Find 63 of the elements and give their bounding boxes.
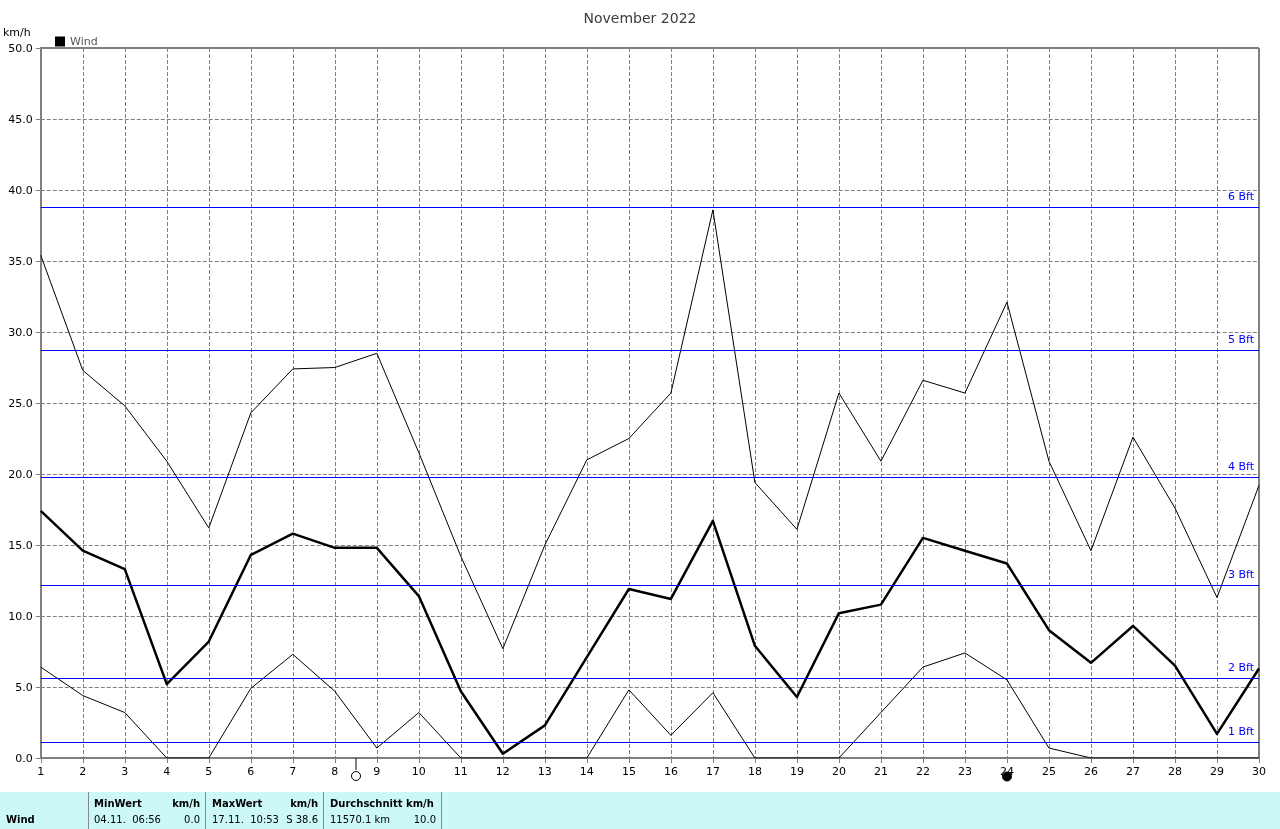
line-series xyxy=(39,509,1261,755)
x-tick-label: 11 xyxy=(453,765,468,778)
ref-line-label: 5 Bft xyxy=(1227,333,1255,347)
x-tick-label: 10 xyxy=(411,765,426,778)
x-tick-label: 25 xyxy=(1041,765,1056,778)
x-tick-label: 21 xyxy=(873,765,888,778)
x-tick-label: 2 xyxy=(79,765,87,778)
x-tick-label: 13 xyxy=(537,765,552,778)
text: Wind xyxy=(6,814,35,825)
text: 11570.1 km xyxy=(330,814,391,825)
x-tick-label: 30 xyxy=(1252,765,1266,778)
y-tick-label: 45.0 xyxy=(8,112,33,126)
x-tick-label: 1 xyxy=(37,765,45,778)
text: 0.0 xyxy=(184,814,200,825)
ref-line-label: 6 Bft xyxy=(1227,190,1255,204)
x-tick-label: 3 xyxy=(121,765,129,778)
x-tick-label: 29 xyxy=(1209,765,1224,778)
ref-line-label: 4 Bft xyxy=(1227,459,1255,473)
ref-line-label: 1 Bft xyxy=(1227,725,1255,739)
x-tick-label: 23 xyxy=(957,765,972,778)
x-tick-label: 20 xyxy=(831,765,846,778)
y-tick-label: 35.0 xyxy=(8,254,33,268)
text: S 38.6 xyxy=(286,814,318,825)
ref-line-label: 3 Bft xyxy=(1227,567,1255,581)
chart-title: November 2022 xyxy=(583,10,697,26)
line-series xyxy=(40,209,1260,650)
x-tick-label: 17 xyxy=(705,765,720,778)
text: km/h xyxy=(290,798,318,809)
ref-line-label: 2 Bft xyxy=(1227,661,1255,675)
x-tick-label: 4 xyxy=(163,765,171,778)
text: km/h xyxy=(172,798,200,809)
y-tick-label: 10.0 xyxy=(8,609,33,623)
text: 04.11. 06:56 xyxy=(94,814,161,825)
text: MaxWert xyxy=(212,798,263,809)
x-tick-label: 7 xyxy=(289,765,297,778)
y-tick-label: 25.0 xyxy=(8,396,33,410)
y-tick-label: 0.0 xyxy=(15,751,33,765)
x-tick-label: 15 xyxy=(621,765,636,778)
x-tick-label: 26 xyxy=(1083,765,1098,778)
x-tick-label: 12 xyxy=(495,765,510,778)
y-tick-label: 50.0 xyxy=(8,41,33,55)
x-tick-label: 6 xyxy=(247,765,255,778)
x-tick-label: 5 xyxy=(205,765,213,778)
x-tick-label: 18 xyxy=(747,765,762,778)
y-tick-label: 40.0 xyxy=(8,183,33,197)
x-tick-label: 14 xyxy=(579,765,594,778)
x-tick-label: 8 xyxy=(331,765,339,778)
y-tick-label: 20.0 xyxy=(8,467,33,481)
x-tick-label: 27 xyxy=(1125,765,1140,778)
x-tick-label: 19 xyxy=(789,765,804,778)
x-tick-label: 22 xyxy=(915,765,930,778)
text: 17.11. 10:53 xyxy=(212,814,279,825)
x-tick-label: 16 xyxy=(663,765,678,778)
text: MinWert xyxy=(94,798,142,809)
text: 10.0 xyxy=(413,814,436,825)
y-tick-label: 15.0 xyxy=(8,538,33,552)
x-tick-label: 28 xyxy=(1167,765,1182,778)
y-tick-label: 30.0 xyxy=(8,325,33,339)
text: Durchschnitt km/h xyxy=(330,798,434,809)
x-tick-label: 9 xyxy=(373,765,381,778)
y-axis-title: km/h xyxy=(3,26,31,39)
y-tick-label: 5.0 xyxy=(15,680,33,694)
legend-label: Wind xyxy=(70,35,98,48)
